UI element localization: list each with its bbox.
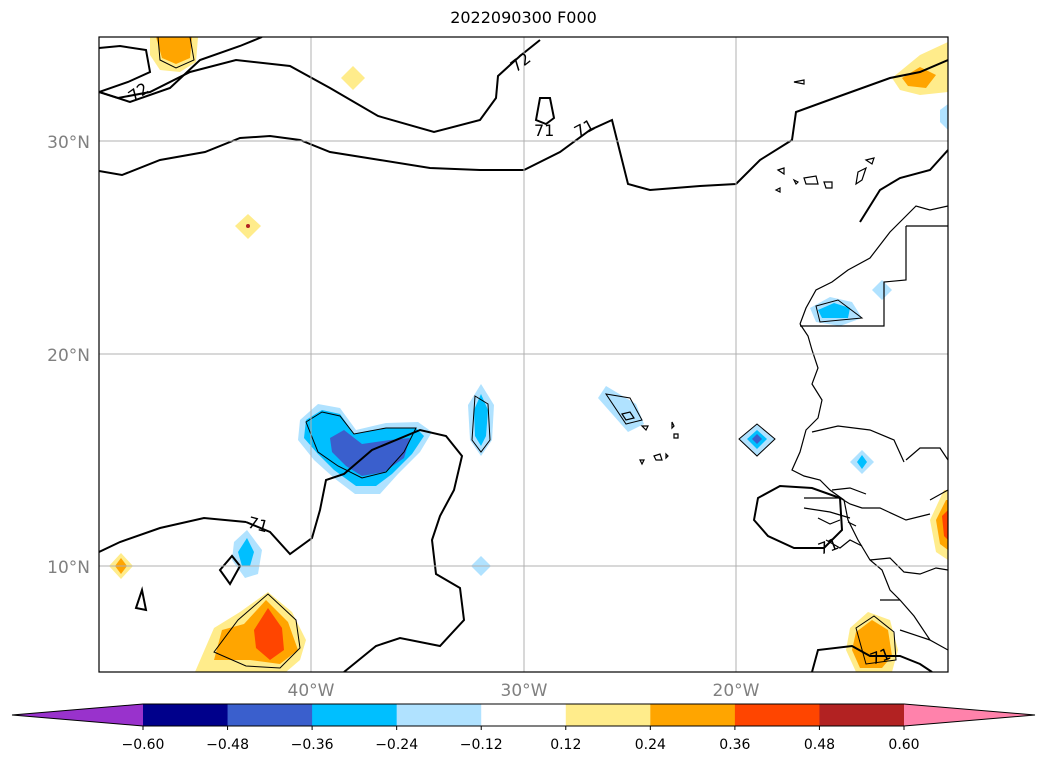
colorbar-tick-label: −0.48 bbox=[206, 737, 249, 753]
map-title: 2022090300 F000 bbox=[450, 8, 597, 27]
lon-label-20w: 20°W bbox=[713, 681, 760, 701]
colorbar-tick-label: −0.12 bbox=[460, 737, 503, 753]
colorbar-segment bbox=[565, 704, 651, 726]
colorbar-segment bbox=[227, 704, 313, 726]
longitude-labels: 40°W 30°W 20°W bbox=[288, 681, 760, 701]
positive-anomaly-core bbox=[246, 224, 250, 228]
lat-label-30n: 30°N bbox=[47, 133, 90, 153]
colorbar-tick-label: −0.24 bbox=[375, 737, 418, 753]
negative-anomaly-spot bbox=[598, 386, 644, 432]
colorbar-tick-label: 0.24 bbox=[635, 737, 666, 753]
negative-anomaly-spot bbox=[940, 104, 948, 130]
positive-anomaly-spot bbox=[341, 66, 365, 90]
colorbar-extend-low bbox=[12, 704, 143, 726]
colorbar-segment bbox=[143, 704, 229, 726]
colorbar-tick-label: −0.60 bbox=[122, 737, 165, 753]
positive-anomaly-south-west bbox=[195, 592, 306, 672]
height-contours bbox=[99, 37, 948, 672]
lon-label-40w: 40°W bbox=[288, 681, 335, 701]
contour-label: 71 bbox=[246, 513, 271, 537]
gridlines bbox=[99, 37, 948, 672]
latitude-labels: 30°N 20°N 10°N bbox=[47, 133, 90, 578]
coastlines bbox=[621, 79, 948, 651]
positive-anomaly-north-east bbox=[892, 42, 948, 95]
contour-label: 71 bbox=[534, 121, 554, 140]
colorbar-tick-label: 0.48 bbox=[804, 737, 835, 753]
map-frame bbox=[98, 36, 949, 673]
lat-label-20n: 20°N bbox=[47, 346, 90, 366]
anomaly-contours bbox=[157, 37, 897, 669]
colorbar-segment bbox=[819, 704, 905, 726]
colorbar-tick-label: 0.12 bbox=[550, 737, 581, 753]
negative-anomaly-spot bbox=[872, 280, 892, 300]
colorbar-segment bbox=[312, 704, 398, 726]
colorbar-extend-high bbox=[904, 704, 1035, 726]
lon-label-30w: 30°W bbox=[501, 681, 548, 701]
colorbar-segment bbox=[650, 704, 736, 726]
positive-anomaly-east-edge bbox=[930, 490, 948, 560]
colorbar-tick-label: 0.60 bbox=[888, 737, 919, 753]
colorbar-tick-label: 0.36 bbox=[719, 737, 750, 753]
lat-label-10n: 10°N bbox=[47, 558, 90, 578]
colorbar-segment bbox=[481, 704, 567, 726]
colorbar-segment bbox=[734, 704, 820, 726]
colorbar: −0.60 −0.48 −0.36 −0.24 −0.12 0.12 0.24 0.36 0.4… bbox=[11, 703, 1036, 753]
colorbar-segment bbox=[396, 704, 482, 726]
colorbar-tick-label: −0.36 bbox=[291, 737, 334, 753]
negative-anomaly-core bbox=[857, 455, 867, 469]
